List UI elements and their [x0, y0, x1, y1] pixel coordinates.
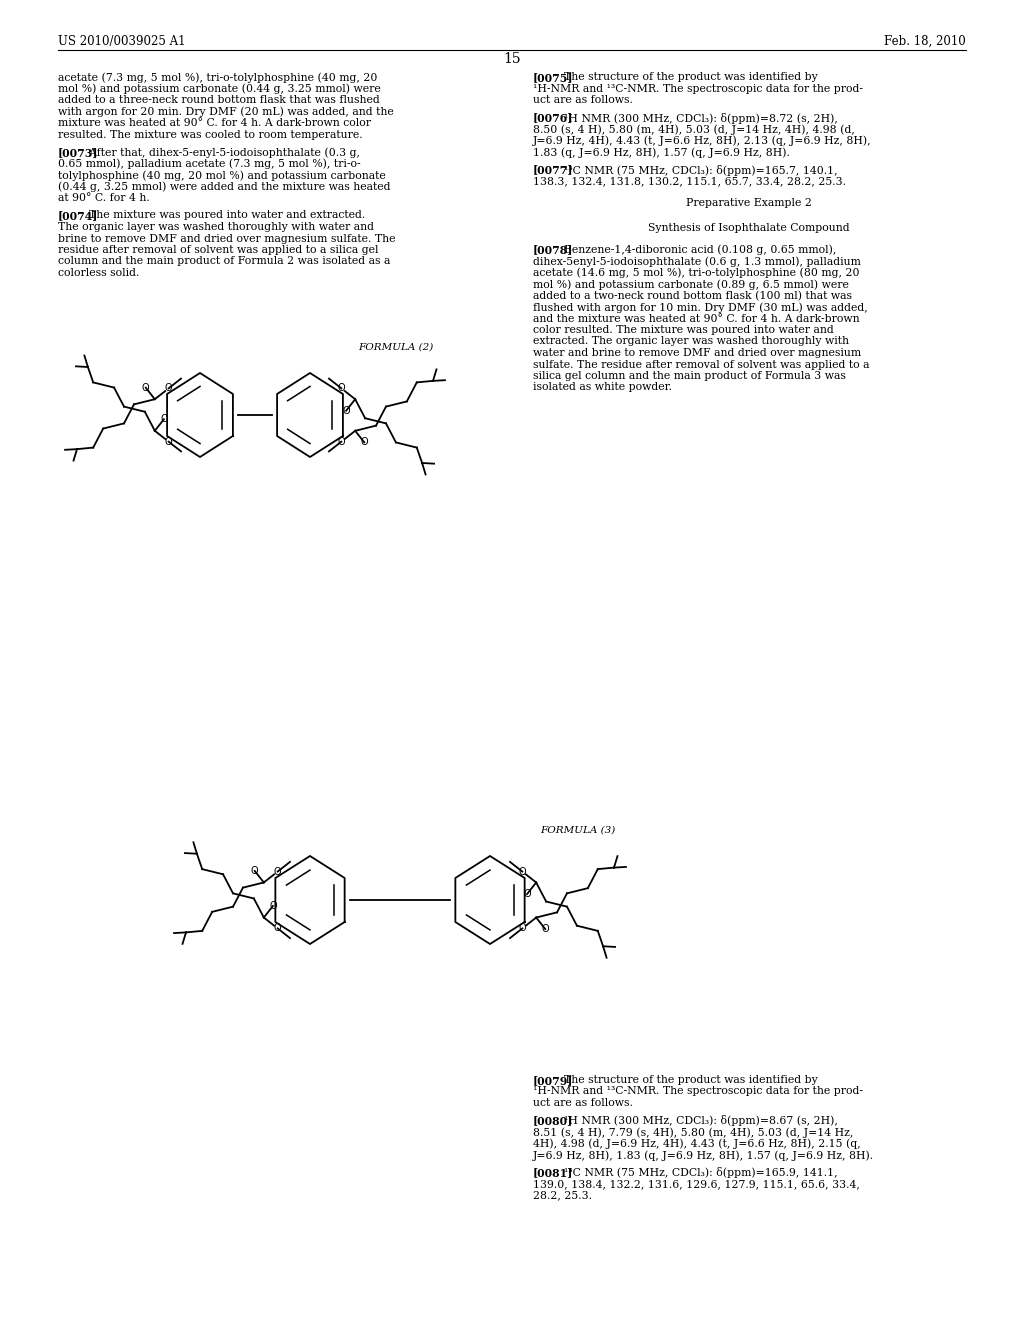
Text: ¹³C NMR (75 MHz, CDCl₃): δ(ppm)=165.7, 140.1,: ¹³C NMR (75 MHz, CDCl₃): δ(ppm)=165.7, 1… — [557, 165, 838, 176]
Text: Feb. 18, 2010: Feb. 18, 2010 — [885, 36, 966, 48]
Text: uct are as follows.: uct are as follows. — [534, 1098, 633, 1107]
Text: resulted. The mixture was cooled to room temperature.: resulted. The mixture was cooled to room… — [58, 129, 362, 140]
Text: Preparative Example 2: Preparative Example 2 — [686, 198, 812, 207]
Text: tolylphosphine (40 mg, 20 mol %) and potassium carbonate: tolylphosphine (40 mg, 20 mol %) and pot… — [58, 170, 386, 181]
Text: [0080]: [0080] — [534, 1115, 573, 1126]
Text: mol %) and potassium carbonate (0.44 g, 3.25 mmol) were: mol %) and potassium carbonate (0.44 g, … — [58, 83, 381, 94]
Text: mixture was heated at 90° C. for 4 h. A dark-brown color: mixture was heated at 90° C. for 4 h. A … — [58, 117, 371, 128]
Text: dihex-5enyl-5-iodoisophthalate (0.6 g, 1.3 mmol), palladium: dihex-5enyl-5-iodoisophthalate (0.6 g, 1… — [534, 256, 861, 267]
Text: After that, dihex-5-enyl-5-iodoisophthalate (0.3 g,: After that, dihex-5-enyl-5-iodoisophthal… — [82, 147, 360, 157]
Text: [0076]: [0076] — [534, 112, 573, 124]
Text: ¹H NMR (300 MHz, CDCl₃): δ(ppm)=8.72 (s, 2H),: ¹H NMR (300 MHz, CDCl₃): δ(ppm)=8.72 (s,… — [557, 112, 839, 124]
Text: extracted. The organic layer was washed thoroughly with: extracted. The organic layer was washed … — [534, 337, 849, 346]
Text: ¹H-NMR and ¹³C-NMR. The spectroscopic data for the prod-: ¹H-NMR and ¹³C-NMR. The spectroscopic da… — [534, 83, 863, 94]
Text: O: O — [342, 405, 350, 416]
Text: 8.50 (s, 4 H), 5.80 (m, 4H), 5.03 (d, J=14 Hz, 4H), 4.98 (d,: 8.50 (s, 4 H), 5.80 (m, 4H), 5.03 (d, J=… — [534, 124, 855, 135]
Text: The structure of the product was identified by: The structure of the product was identif… — [557, 73, 818, 82]
Text: colorless solid.: colorless solid. — [58, 268, 139, 279]
Text: flushed with argon for 10 min. Dry DMF (30 mL) was added,: flushed with argon for 10 min. Dry DMF (… — [534, 302, 867, 313]
Text: 15: 15 — [503, 51, 521, 66]
Text: 1.83 (q, J=6.9 Hz, 8H), 1.57 (q, J=6.9 Hz, 8H).: 1.83 (q, J=6.9 Hz, 8H), 1.57 (q, J=6.9 H… — [534, 147, 790, 157]
Text: uct are as follows.: uct are as follows. — [534, 95, 633, 106]
Text: acetate (7.3 mg, 5 mol %), tri-o-tolylphosphine (40 mg, 20: acetate (7.3 mg, 5 mol %), tri-o-tolylph… — [58, 73, 378, 83]
Text: ¹H NMR (300 MHz, CDCl₃): δ(ppm)=8.67 (s, 2H),: ¹H NMR (300 MHz, CDCl₃): δ(ppm)=8.67 (s,… — [557, 1115, 839, 1126]
Text: column and the main product of Formula 2 was isolated as a: column and the main product of Formula 2… — [58, 256, 390, 267]
Text: O: O — [273, 924, 282, 933]
Text: and the mixture was heated at 90° C. for 4 h. A dark-brown: and the mixture was heated at 90° C. for… — [534, 314, 859, 323]
Text: [0075]: [0075] — [534, 73, 573, 83]
Text: added to a three-neck round bottom flask that was flushed: added to a three-neck round bottom flask… — [58, 95, 380, 106]
Text: O: O — [142, 383, 150, 392]
Text: J=6.9 Hz, 8H), 1.83 (q, J=6.9 Hz, 8H), 1.57 (q, J=6.9 Hz, 8H).: J=6.9 Hz, 8H), 1.83 (q, J=6.9 Hz, 8H), 1… — [534, 1150, 874, 1160]
Text: 138.3, 132.4, 131.8, 130.2, 115.1, 65.7, 33.4, 28.2, 25.3.: 138.3, 132.4, 131.8, 130.2, 115.1, 65.7,… — [534, 176, 846, 186]
Text: [0081]: [0081] — [534, 1167, 573, 1179]
Text: O: O — [542, 924, 549, 935]
Text: FORMULA (3): FORMULA (3) — [540, 826, 615, 836]
Text: O: O — [338, 383, 345, 393]
Text: US 2010/0039025 A1: US 2010/0039025 A1 — [58, 36, 185, 48]
Text: O: O — [360, 437, 368, 447]
Text: ¹H-NMR and ¹³C-NMR. The spectroscopic data for the prod-: ¹H-NMR and ¹³C-NMR. The spectroscopic da… — [534, 1086, 863, 1097]
Text: FORMULA (2): FORMULA (2) — [358, 343, 433, 352]
Text: [0077]: [0077] — [534, 165, 573, 176]
Text: [0073]: [0073] — [58, 147, 98, 158]
Text: water and brine to remove DMF and dried over magnesium: water and brine to remove DMF and dried … — [534, 348, 861, 358]
Text: O: O — [273, 866, 282, 876]
Text: brine to remove DMF and dried over magnesium sulfate. The: brine to remove DMF and dried over magne… — [58, 234, 395, 243]
Text: J=6.9 Hz, 4H), 4.43 (t, J=6.6 Hz, 8H), 2.13 (q, J=6.9 Hz, 8H),: J=6.9 Hz, 4H), 4.43 (t, J=6.6 Hz, 8H), 2… — [534, 136, 871, 147]
Text: The mixture was poured into water and extracted.: The mixture was poured into water and ex… — [82, 210, 366, 220]
Text: 139.0, 138.4, 132.2, 131.6, 129.6, 127.9, 115.1, 65.6, 33.4,: 139.0, 138.4, 132.2, 131.6, 129.6, 127.9… — [534, 1179, 860, 1189]
Text: [0079]: [0079] — [534, 1074, 573, 1086]
Text: 0.65 mmol), palladium acetate (7.3 mg, 5 mol %), tri-o-: 0.65 mmol), palladium acetate (7.3 mg, 5… — [58, 158, 360, 169]
Text: O: O — [165, 437, 172, 446]
Text: with argon for 20 min. Dry DMF (20 mL) was added, and the: with argon for 20 min. Dry DMF (20 mL) w… — [58, 107, 394, 117]
Text: The structure of the product was identified by: The structure of the product was identif… — [557, 1074, 818, 1085]
Text: 8.51 (s, 4 H), 7.79 (s, 4H), 5.80 (m, 4H), 5.03 (d, J=14 Hz,: 8.51 (s, 4 H), 7.79 (s, 4H), 5.80 (m, 4H… — [534, 1127, 853, 1138]
Text: O: O — [165, 383, 172, 393]
Text: ¹³C NMR (75 MHz, CDCl₃): δ(ppm)=165.9, 141.1,: ¹³C NMR (75 MHz, CDCl₃): δ(ppm)=165.9, 1… — [557, 1167, 838, 1179]
Text: 4H), 4.98 (d, J=6.9 Hz, 4H), 4.43 (t, J=6.6 Hz, 8H), 2.15 (q,: 4H), 4.98 (d, J=6.9 Hz, 4H), 4.43 (t, J=… — [534, 1138, 861, 1150]
Text: O: O — [523, 888, 530, 899]
Text: silica gel column and the main product of Formula 3 was: silica gel column and the main product o… — [534, 371, 846, 381]
Text: O: O — [251, 866, 258, 876]
Text: [0074]: [0074] — [58, 210, 98, 222]
Text: Benzene-1,4-diboronic acid (0.108 g, 0.65 mmol),: Benzene-1,4-diboronic acid (0.108 g, 0.6… — [557, 244, 837, 255]
Text: sulfate. The residue after removal of solvent was applied to a: sulfate. The residue after removal of so… — [534, 359, 869, 370]
Text: O: O — [160, 414, 168, 424]
Text: color resulted. The mixture was poured into water and: color resulted. The mixture was poured i… — [534, 325, 834, 335]
Text: isolated as white powder.: isolated as white powder. — [534, 383, 672, 392]
Text: 28.2, 25.3.: 28.2, 25.3. — [534, 1191, 592, 1200]
Text: Synthesis of Isophthalate Compound: Synthesis of Isophthalate Compound — [648, 223, 850, 234]
Text: O: O — [518, 866, 526, 876]
Text: (0.44 g, 3.25 mmol) were added and the mixture was heated: (0.44 g, 3.25 mmol) were added and the m… — [58, 181, 390, 193]
Text: The organic layer was washed thoroughly with water and: The organic layer was washed thoroughly … — [58, 222, 374, 232]
Text: added to a two-neck round bottom flask (100 ml) that was: added to a two-neck round bottom flask (… — [534, 290, 852, 301]
Text: O: O — [269, 902, 276, 911]
Text: [0078]: [0078] — [534, 244, 573, 256]
Text: at 90° C. for 4 h.: at 90° C. for 4 h. — [58, 193, 150, 203]
Text: mol %) and potassium carbonate (0.89 g, 6.5 mmol) were: mol %) and potassium carbonate (0.89 g, … — [534, 279, 849, 289]
Text: O: O — [518, 924, 526, 933]
Text: O: O — [338, 437, 345, 446]
Text: residue after removal of solvent was applied to a silica gel: residue after removal of solvent was app… — [58, 246, 379, 255]
Text: acetate (14.6 mg, 5 mol %), tri-o-tolylphosphine (80 mg, 20: acetate (14.6 mg, 5 mol %), tri-o-tolylp… — [534, 268, 859, 279]
